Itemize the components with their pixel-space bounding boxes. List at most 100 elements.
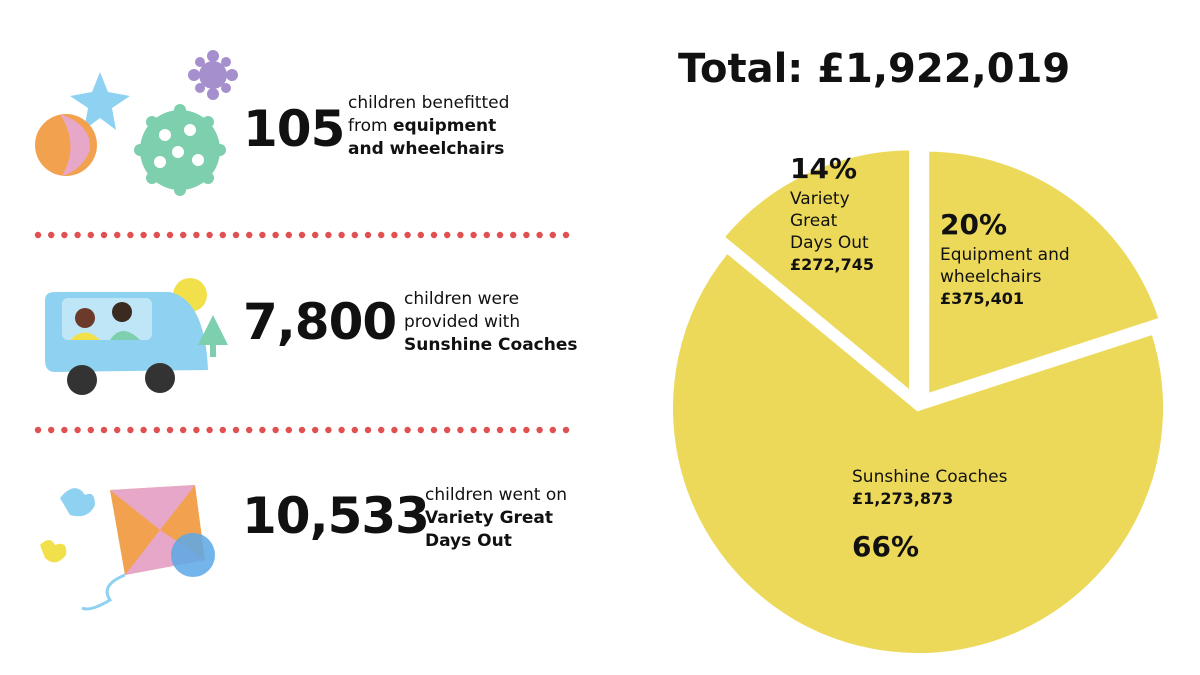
dot [483,231,490,239]
dot [48,426,55,434]
dot [549,426,556,434]
stat-description: children went on [425,485,567,505]
stat-text: children benefitted from equipment and w… [348,92,528,161]
slice-label: 14% Variety Great Days Out £272,745 [790,150,875,276]
dot [34,231,42,239]
dot [444,231,451,239]
dot [338,426,345,434]
dot [404,426,411,434]
dot [61,231,68,239]
dot [140,231,147,239]
dot [510,231,517,239]
stat-description: children benefitted from [348,93,510,136]
slice-name: Sunshine Coaches [852,467,1008,487]
dot [100,231,108,239]
toys-illustration [35,50,238,196]
dot [34,426,42,434]
dot [127,426,134,434]
dot [206,426,213,434]
dot [351,426,358,434]
dot [391,426,398,434]
dot [523,231,530,239]
slice-percent: 20% [940,208,1008,241]
dot [417,426,424,434]
dot [87,231,95,239]
dot [219,231,226,239]
slice-percent: 66% [852,530,920,563]
dot [298,231,306,239]
stat-highlight: equipment and wheelchairs [348,116,505,159]
coach-illustration [45,278,228,395]
stat-text: children were provided with Sunshine Coa… [404,288,584,357]
pie-slice [667,245,1169,659]
dot [166,231,174,239]
slice-label: Sunshine Coaches £1,273,873 66% [852,466,1052,566]
dot [496,426,504,434]
dot [232,426,240,434]
dot [378,426,385,434]
dot [496,231,504,239]
dot [430,426,438,434]
dot [193,231,200,239]
dot [298,426,306,434]
dot [153,426,160,434]
dot [48,231,55,239]
dot [61,426,68,434]
slice-amount: £272,745 [790,255,875,274]
dot [325,231,332,239]
dot [523,426,530,434]
dot [127,231,134,239]
dot [246,231,253,239]
dot [457,231,464,239]
dot [417,231,424,239]
dot [338,231,345,239]
dot [153,231,160,239]
dot [562,426,570,434]
slice-percent: 14% [790,152,858,185]
dot [391,231,398,239]
dot [193,426,200,434]
stat-number: 7,800 [243,293,397,351]
stat-text: children went on Variety Great Days Out [425,484,585,553]
dot [536,231,543,239]
dot [259,231,266,239]
dot [536,426,543,434]
dot [74,426,81,434]
dot [74,231,81,239]
dot [562,231,570,239]
dot [246,426,253,434]
dot [549,231,556,239]
pie-slice [923,145,1166,401]
dot [285,231,292,239]
dot [114,426,121,434]
stat-highlight: Sunshine Coaches [404,335,578,355]
dot [325,426,332,434]
dot [114,231,121,239]
dot [351,231,358,239]
dot [166,426,174,434]
dot [470,426,477,434]
pie-slice [716,144,916,402]
dot [219,426,226,434]
stat-description: children were provided with [404,289,521,332]
slice-amount: £1,273,873 [852,489,954,508]
kite-illustration [40,485,215,611]
slice-label: 20% Equipment and wheelchairs £375,401 [940,206,1090,310]
dot [87,426,95,434]
dot [206,231,213,239]
stat-highlight: Variety Great Days Out [425,508,554,551]
dot [510,426,517,434]
dot [364,231,372,239]
dot [259,426,266,434]
slice-name: Equipment and wheelchairs [940,245,1070,287]
dot [457,426,464,434]
dot [404,231,411,239]
dot [483,426,490,434]
dot [100,426,108,434]
slice-name: Variety Great Days Out [790,189,869,253]
dot [180,426,187,434]
dot [272,231,279,239]
